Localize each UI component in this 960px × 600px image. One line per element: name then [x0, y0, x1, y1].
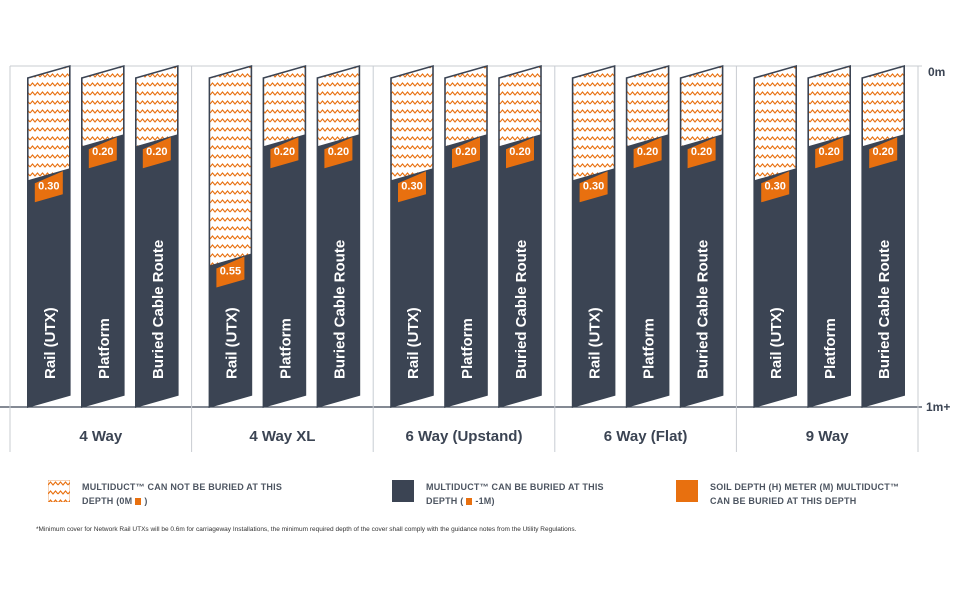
bar-name-label: Rail (UTX)	[768, 307, 785, 379]
buriable-region	[135, 134, 178, 407]
bar-name-label: Buried Cable Route	[513, 240, 530, 379]
group-label: 4 Way	[79, 428, 122, 445]
legend-soil-line1: SOIL DEPTH (H) METER (M) MULTIDUCT™	[710, 482, 900, 492]
depth-value-label: 0.20	[637, 146, 658, 158]
buriable-region	[680, 134, 723, 407]
buriable-region	[317, 134, 360, 407]
buriable-region	[81, 134, 124, 407]
buriable-region	[862, 134, 905, 407]
buriable-region	[808, 134, 851, 407]
legend-buriable: MULTIDUCT™ CAN BE BURIED AT THIS DEPTH (…	[392, 480, 604, 508]
legend-buriable-line2: DEPTH ( -1M)	[426, 494, 604, 508]
legend-buriable-text: MULTIDUCT™ CAN BE BURIED AT THIS DEPTH (…	[426, 480, 604, 508]
bar-name-label: Platform	[277, 318, 294, 379]
buriable-region	[499, 134, 541, 407]
depth-value-label: 0.20	[146, 146, 167, 158]
buriable-region	[27, 168, 70, 407]
axis-label-bottom: 1m+	[926, 400, 950, 414]
bar-name-label: Platform	[459, 318, 476, 379]
depth-box	[579, 171, 608, 203]
orange-swatch-icon	[676, 480, 698, 502]
depth-box	[88, 137, 117, 169]
depth-value-label: 0.20	[818, 146, 839, 158]
legend-not-buriable-line2b: )	[144, 496, 148, 506]
depth-box	[142, 137, 171, 169]
bar-name-label: Platform	[641, 318, 658, 379]
depth-value-label: 0.20	[691, 146, 712, 158]
buriable-region	[209, 253, 252, 407]
group-label: 9 Way	[806, 428, 849, 445]
legend-not-buriable-text: MULTIDUCT™ CAN NOT BE BURIED AT THIS DEP…	[82, 480, 282, 508]
legend-not-buriable-line1: MULTIDUCT™ CAN NOT BE BURIED AT THIS	[82, 482, 283, 492]
buriable-region	[754, 168, 797, 407]
legend-buriable-line1: MULTIDUCT™ CAN BE BURIED AT THIS	[426, 482, 604, 492]
buriable-region	[263, 134, 306, 407]
depth-value-label: 0.55	[220, 266, 241, 278]
dark-swatch-icon	[392, 480, 414, 502]
legend-not-buriable: MULTIDUCT™ CAN NOT BE BURIED AT THIS DEP…	[48, 480, 282, 508]
buriable-region	[391, 168, 433, 407]
orange-mini-swatch-icon	[466, 498, 473, 505]
bar-name-label: Platform	[96, 318, 113, 379]
depth-box	[398, 171, 426, 203]
group-label: 6 Way (Upstand)	[406, 428, 523, 445]
buriable-region	[572, 168, 615, 407]
buriable-region	[626, 134, 669, 407]
depth-value-label: 0.30	[764, 180, 785, 192]
depth-value-label: 0.20	[872, 146, 893, 158]
depth-chart: 0m 1m+ 0.30 Rail (UTX) 0.20 Platform 0.20 Burie…	[0, 64, 950, 452]
bar-name-label: Buried Cable Route	[876, 240, 893, 379]
footnote: *Minimum cover for Network Rail UTXs wil…	[36, 526, 577, 533]
depth-value-label: 0.20	[274, 146, 295, 158]
bar-name-label: Buried Cable Route	[695, 240, 712, 379]
legend-buriable-line2b: -1M)	[475, 496, 495, 506]
axis-label-top: 0m	[928, 65, 945, 79]
orange-mini-swatch-icon	[135, 498, 142, 505]
depth-box	[633, 137, 662, 169]
depth-box	[687, 137, 716, 169]
depth-box	[869, 137, 898, 169]
bar-name-label: Rail (UTX)	[587, 307, 604, 379]
bar-name-label: Platform	[822, 318, 839, 379]
zigzag-swatch-icon	[48, 480, 70, 502]
legend-not-buriable-line2: DEPTH (0M)	[82, 494, 282, 508]
legend-soil-line2: CAN BE BURIED AT THIS DEPTH	[710, 496, 857, 506]
depth-box	[34, 171, 63, 203]
depth-value-label: 0.20	[328, 146, 349, 158]
depth-value-label: 0.20	[455, 146, 476, 158]
depth-value-label: 0.20	[92, 146, 113, 158]
bar-name-label: Rail (UTX)	[223, 307, 240, 379]
legend-soil-depth-text: SOIL DEPTH (H) METER (M) MULTIDUCT™ CAN …	[710, 480, 899, 508]
bar-name-label: Buried Cable Route	[150, 240, 167, 379]
group-label: 4 Way XL	[249, 428, 315, 445]
legend-buriable-line2a: DEPTH (	[426, 496, 464, 506]
legend-soil-depth: SOIL DEPTH (H) METER (M) MULTIDUCT™ CAN …	[676, 480, 899, 508]
legend-not-buriable-line2a: DEPTH (0M	[82, 496, 133, 506]
bar-name-label: Rail (UTX)	[42, 307, 59, 379]
depth-box	[761, 171, 790, 203]
depth-value-label: 0.30	[38, 180, 59, 192]
depth-value-label: 0.30	[583, 180, 604, 192]
depth-box	[452, 137, 480, 169]
depth-value-label: 0.20	[509, 146, 530, 158]
depth-box	[324, 137, 353, 169]
buriable-region	[445, 134, 487, 407]
depth-box	[506, 137, 534, 169]
depth-box	[216, 256, 245, 288]
depth-box	[815, 137, 844, 169]
bar-name-label: Rail (UTX)	[405, 307, 422, 379]
depth-box	[270, 137, 299, 169]
bar-name-label: Buried Cable Route	[331, 240, 348, 379]
group-label: 6 Way (Flat)	[604, 428, 688, 445]
depth-value-label: 0.30	[401, 180, 422, 192]
